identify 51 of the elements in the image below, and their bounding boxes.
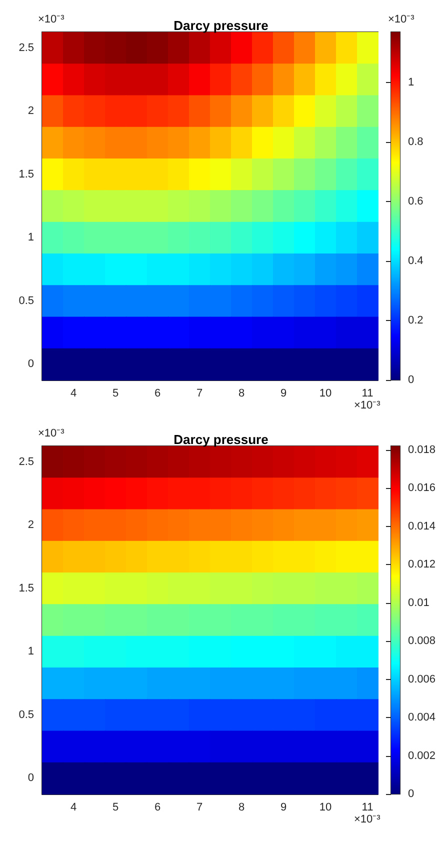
y-tick-label: 1 bbox=[28, 646, 34, 658]
x-tick-label: 11 bbox=[362, 802, 374, 814]
x-tick-label: 8 bbox=[238, 802, 245, 814]
x-tick-label: 10 bbox=[319, 388, 332, 400]
color-bar-label: 1 bbox=[408, 76, 414, 89]
y-tick-label: 0.5 bbox=[18, 294, 34, 307]
text: ×10⁻³ bbox=[354, 400, 381, 412]
y-tick-label: 1 bbox=[28, 232, 34, 244]
color-bar-label: 0.014 bbox=[408, 520, 436, 532]
color-bar-label: 0.4 bbox=[408, 255, 424, 268]
color-bar-label: 0.018 bbox=[408, 444, 436, 456]
color-bar-label: 0.6 bbox=[408, 196, 424, 208]
y-tick-label: 0.5 bbox=[18, 708, 34, 721]
y-tick-label: 1.5 bbox=[18, 168, 34, 180]
x-tick-label: 10 bbox=[319, 802, 332, 814]
y-tick-label: 0 bbox=[28, 772, 34, 784]
x-tick-label: 6 bbox=[154, 388, 161, 400]
chart-title: Darcy pressure bbox=[174, 18, 268, 33]
y-tick-label: 2 bbox=[28, 519, 34, 532]
y-tick-label: 2.5 bbox=[18, 42, 34, 54]
x-tick-label: 4 bbox=[70, 802, 77, 814]
y-tick-label: 2.5 bbox=[18, 456, 34, 468]
color-bar-label: 0.006 bbox=[408, 673, 436, 686]
color-bar-label: 0.016 bbox=[408, 482, 436, 494]
x-tick-label: 9 bbox=[280, 388, 287, 400]
chart-title: Darcy pressure bbox=[174, 432, 268, 447]
x-tick-label: 8 bbox=[238, 388, 245, 400]
color-bar-label: 0.002 bbox=[408, 750, 436, 762]
color-bar-label: 0.008 bbox=[408, 635, 436, 648]
color-bar-label: 0.004 bbox=[408, 712, 436, 724]
color-bar-label: 0.2 bbox=[408, 314, 424, 327]
y-tick-label: 1.5 bbox=[18, 582, 34, 594]
text: ×10⁻³ bbox=[38, 428, 65, 440]
x-tick-label: 9 bbox=[280, 802, 287, 814]
x-tick-label: 6 bbox=[154, 802, 161, 814]
text: ×10⁻³ bbox=[38, 14, 65, 26]
color-bar-label: 0.8 bbox=[408, 136, 424, 148]
x-tick-label: 5 bbox=[112, 388, 119, 400]
y-tick-label: 0 bbox=[28, 358, 34, 370]
color-bar-label: 0.012 bbox=[408, 558, 436, 571]
x-tick-label: 7 bbox=[196, 802, 203, 814]
color-bar-label: 0 bbox=[408, 788, 414, 800]
x-tick-label: 11 bbox=[362, 388, 374, 400]
x-tick-label: 5 bbox=[112, 802, 119, 814]
color-bar-label: 0.01 bbox=[408, 596, 430, 609]
x-tick-label: 7 bbox=[196, 388, 203, 400]
text: ×10⁻³ bbox=[354, 814, 381, 826]
text: ×10⁻³ bbox=[388, 14, 415, 26]
x-tick-label: 4 bbox=[70, 388, 77, 400]
color-bar-label: 0 bbox=[408, 374, 414, 386]
y-tick-label: 2 bbox=[28, 105, 34, 118]
